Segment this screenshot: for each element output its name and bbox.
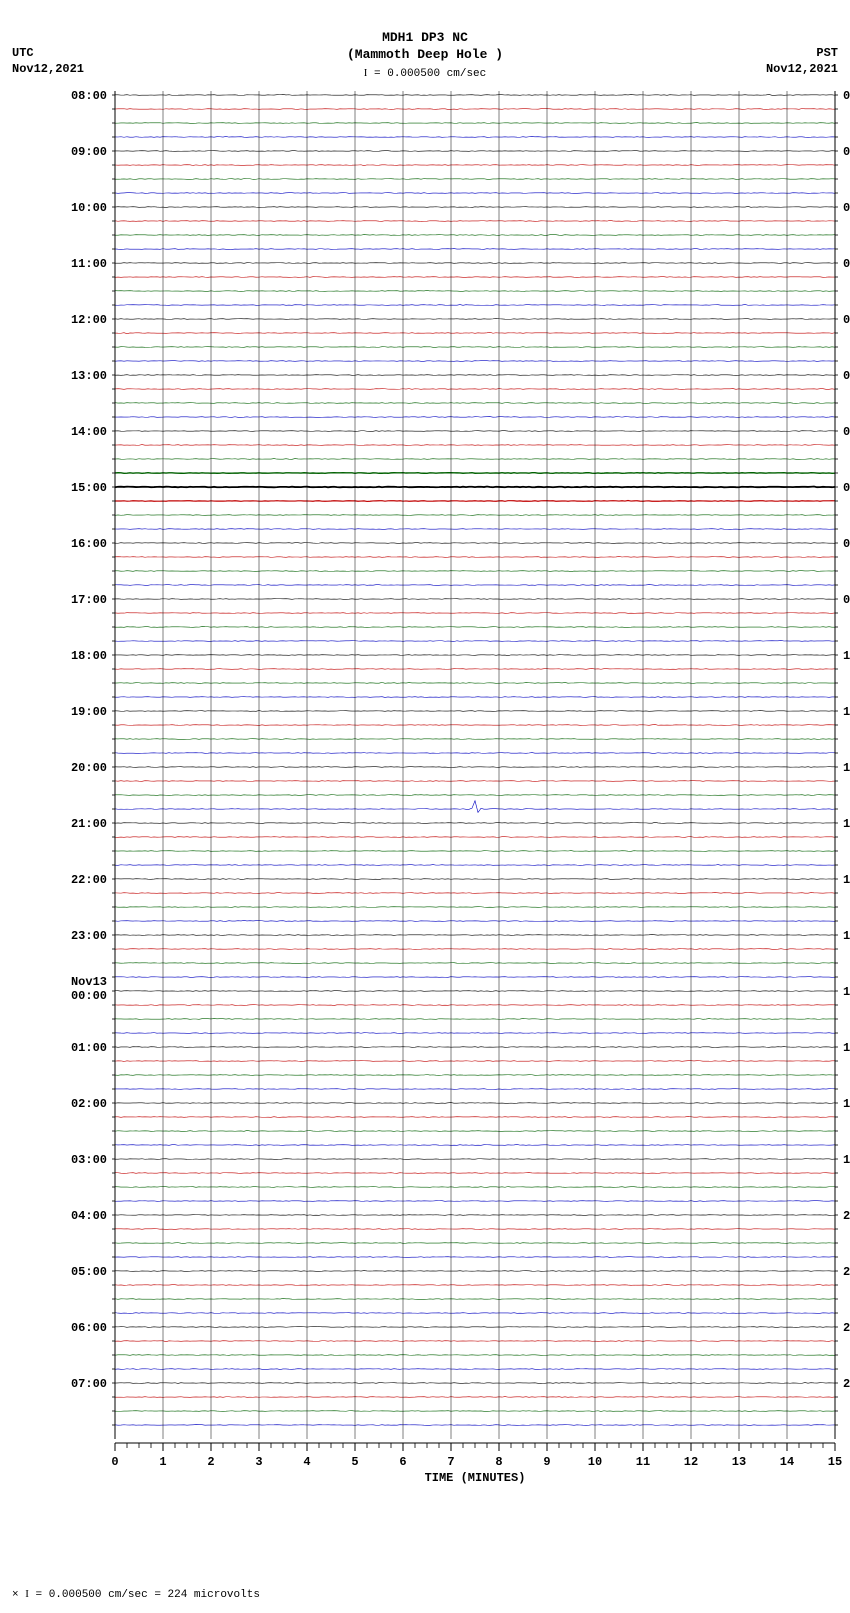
svg-text:00:00: 00:00 xyxy=(71,989,107,1003)
svg-text:10:15: 10:15 xyxy=(843,649,850,663)
helicorder-plot: 0123456789101112131415TIME (MINUTES)08:0… xyxy=(60,86,780,1526)
svg-text:09:00: 09:00 xyxy=(71,145,107,159)
svg-text:03:15: 03:15 xyxy=(843,257,850,271)
svg-text:04:00: 04:00 xyxy=(71,1209,107,1223)
svg-text:03:00: 03:00 xyxy=(71,1153,107,1167)
station-name: (Mammoth Deep Hole ) xyxy=(0,47,850,64)
helicorder-svg: 0123456789101112131415TIME (MINUTES)08:0… xyxy=(60,86,850,1586)
svg-text:07:00: 07:00 xyxy=(71,1377,107,1391)
left-tz: UTC xyxy=(12,46,84,62)
tz-right: PST Nov12,2021 xyxy=(766,46,838,77)
svg-text:07:15: 07:15 xyxy=(843,481,850,495)
svg-text:14:00: 14:00 xyxy=(71,425,107,439)
svg-text:14:15: 14:15 xyxy=(843,873,850,887)
footer-text: = 0.000500 cm/sec = 224 microvolts xyxy=(36,1589,260,1601)
svg-text:14: 14 xyxy=(780,1455,794,1469)
svg-text:0: 0 xyxy=(111,1455,118,1469)
svg-text:6: 6 xyxy=(399,1455,406,1469)
svg-text:10: 10 xyxy=(588,1455,602,1469)
svg-text:15: 15 xyxy=(828,1455,842,1469)
svg-text:16:15: 16:15 xyxy=(843,985,850,999)
svg-text:16:00: 16:00 xyxy=(71,537,107,551)
svg-text:12: 12 xyxy=(684,1455,698,1469)
svg-text:18:00: 18:00 xyxy=(71,649,107,663)
svg-text:19:15: 19:15 xyxy=(843,1153,850,1167)
scale-label: = 0.000500 cm/sec xyxy=(374,68,486,80)
right-date: Nov12,2021 xyxy=(766,62,838,78)
svg-text:18:15: 18:15 xyxy=(843,1097,850,1111)
scale-line: I = 0.000500 cm/sec xyxy=(0,66,850,81)
svg-text:Nov13: Nov13 xyxy=(71,975,107,989)
footer-prefix: × xyxy=(12,1589,19,1601)
svg-text:22:00: 22:00 xyxy=(71,873,107,887)
svg-text:19:00: 19:00 xyxy=(71,705,107,719)
svg-text:13:00: 13:00 xyxy=(71,369,107,383)
svg-text:04:15: 04:15 xyxy=(843,313,850,327)
svg-text:15:00: 15:00 xyxy=(71,481,107,495)
right-tz: PST xyxy=(766,46,838,62)
title-block: MDH1 DP3 NC (Mammoth Deep Hole ) I = 0.0… xyxy=(0,30,850,81)
svg-text:1: 1 xyxy=(159,1455,166,1469)
svg-text:3: 3 xyxy=(255,1455,262,1469)
svg-text:01:15: 01:15 xyxy=(843,145,850,159)
svg-text:11: 11 xyxy=(636,1455,650,1469)
svg-text:2: 2 xyxy=(207,1455,214,1469)
svg-text:02:00: 02:00 xyxy=(71,1097,107,1111)
svg-text:05:15: 05:15 xyxy=(843,369,850,383)
svg-text:20:00: 20:00 xyxy=(71,761,107,775)
svg-text:5: 5 xyxy=(351,1455,358,1469)
station-code: MDH1 DP3 NC xyxy=(0,30,850,47)
svg-text:15:15: 15:15 xyxy=(843,929,850,943)
svg-text:21:15: 21:15 xyxy=(843,1265,850,1279)
svg-text:4: 4 xyxy=(303,1455,310,1469)
svg-text:11:00: 11:00 xyxy=(71,257,107,271)
svg-text:TIME (MINUTES): TIME (MINUTES) xyxy=(425,1471,526,1485)
svg-text:11:15: 11:15 xyxy=(843,705,850,719)
svg-text:20:15: 20:15 xyxy=(843,1209,850,1223)
svg-text:17:15: 17:15 xyxy=(843,1041,850,1055)
svg-text:10:00: 10:00 xyxy=(71,201,107,215)
svg-text:12:15: 12:15 xyxy=(843,761,850,775)
svg-text:09:15: 09:15 xyxy=(843,593,850,607)
svg-text:7: 7 xyxy=(447,1455,454,1469)
svg-text:02:15: 02:15 xyxy=(843,201,850,215)
left-date: Nov12,2021 xyxy=(12,62,84,78)
seismogram-page: MDH1 DP3 NC (Mammoth Deep Hole ) I = 0.0… xyxy=(0,0,850,1613)
svg-text:17:00: 17:00 xyxy=(71,593,107,607)
svg-text:9: 9 xyxy=(543,1455,550,1469)
svg-text:08:15: 08:15 xyxy=(843,537,850,551)
svg-text:21:00: 21:00 xyxy=(71,817,107,831)
svg-text:01:00: 01:00 xyxy=(71,1041,107,1055)
svg-text:06:15: 06:15 xyxy=(843,425,850,439)
footer-scale: × I = 0.000500 cm/sec = 224 microvolts xyxy=(12,1588,260,1601)
svg-text:08:00: 08:00 xyxy=(71,89,107,103)
svg-text:8: 8 xyxy=(495,1455,502,1469)
svg-text:13:15: 13:15 xyxy=(843,817,850,831)
svg-text:22:15: 22:15 xyxy=(843,1321,850,1335)
svg-text:23:15: 23:15 xyxy=(843,1377,850,1391)
svg-text:13: 13 xyxy=(732,1455,746,1469)
svg-text:12:00: 12:00 xyxy=(71,313,107,327)
svg-text:06:00: 06:00 xyxy=(71,1321,107,1335)
svg-text:00:15: 00:15 xyxy=(843,89,850,103)
svg-text:05:00: 05:00 xyxy=(71,1265,107,1279)
tz-left: UTC Nov12,2021 xyxy=(12,46,84,77)
svg-text:23:00: 23:00 xyxy=(71,929,107,943)
